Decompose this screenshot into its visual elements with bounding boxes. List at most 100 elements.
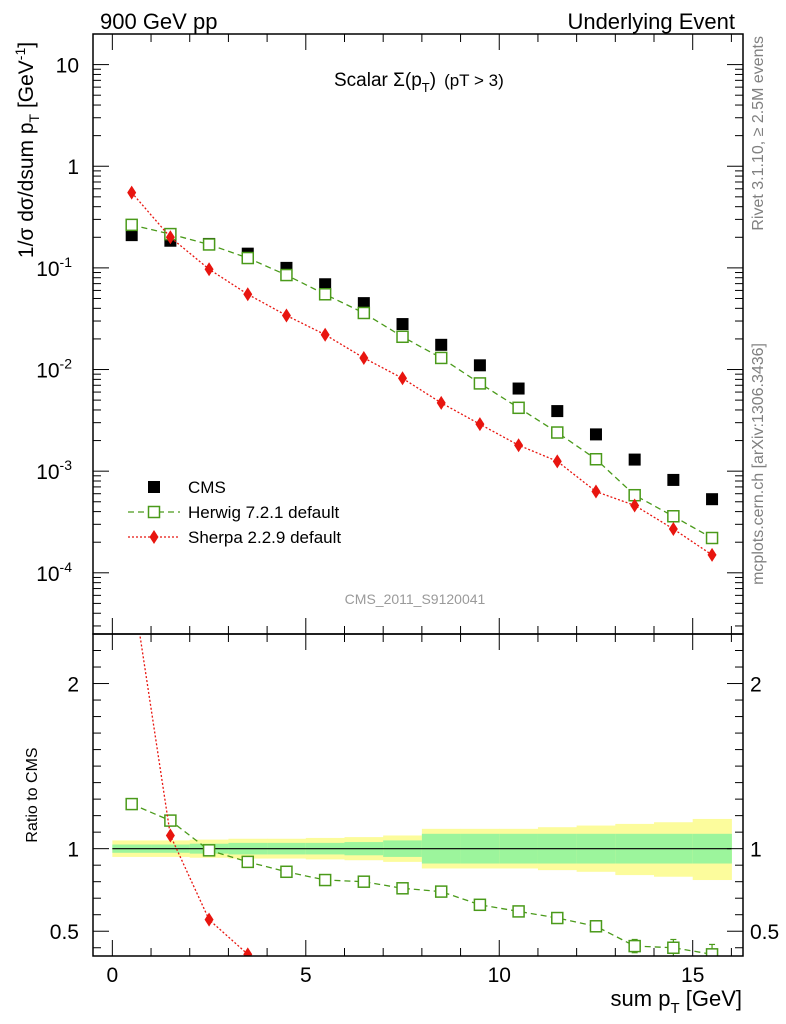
data-point: [514, 438, 524, 453]
ratio-bands: [112, 818, 732, 881]
header-left: 900 GeV pp: [100, 9, 217, 34]
ratio-point: [667, 941, 680, 954]
y-tick-label: 10-4: [36, 559, 72, 586]
ratio-tick-label-right: 2: [750, 674, 762, 697]
main-y-label: 1/σ dσ/dsum pT [GeV-1]: [12, 42, 42, 258]
data-point: [202, 238, 216, 251]
data-point: [398, 371, 408, 386]
data-point: [434, 351, 448, 365]
legend-marker: [148, 481, 160, 493]
ratio-series: [125, 574, 719, 956]
data-point: [357, 297, 370, 310]
header-right: Underlying Event: [567, 9, 735, 34]
data-point: [512, 382, 525, 395]
data-point: [165, 230, 175, 245]
data-point: [552, 454, 562, 469]
x-tick-label: 15: [681, 964, 704, 987]
analysis-watermark: CMS_2011_S9120041: [345, 591, 486, 607]
data-point: [473, 359, 486, 372]
ratio-point: [473, 898, 487, 912]
ratio-frame: [92, 633, 744, 957]
main-series: [125, 185, 719, 562]
x-axis-label: sum pT [GeV]: [611, 986, 742, 1017]
data-point: [396, 318, 409, 331]
data-point: [357, 306, 371, 320]
series-line-2: [131, 192, 713, 556]
x-tick-label: 5: [300, 964, 312, 987]
data-point: [668, 521, 678, 536]
series-line-1: [131, 224, 713, 539]
legend-label: CMS: [188, 478, 226, 497]
main-title: Scalar Σ(pT) (pT > 3): [334, 70, 504, 95]
legend-label: Herwig 7.2.1 default: [188, 503, 339, 522]
data-point: [125, 229, 138, 242]
data-point: [551, 426, 564, 439]
x-tick-label: 10: [488, 964, 511, 987]
data-point: [551, 405, 564, 418]
ratio-point: [551, 911, 564, 925]
y-tick-label: 10-1: [36, 254, 72, 281]
ratio-point: [512, 905, 525, 918]
y-tick-label: 10-3: [36, 457, 72, 484]
data-point: [473, 377, 487, 390]
ratio-point: [125, 797, 138, 811]
ratio-x-ticks: 0 5 10 15: [107, 634, 732, 987]
ratio-tick-label-right: 0.5: [750, 921, 779, 944]
data-point: [243, 287, 253, 302]
ratio-point: [164, 814, 177, 827]
data-point: [475, 417, 485, 432]
ratio-panel: 2 2 1 1 0.5 0.5 0 5 10 15 Ratio to CMS sum pT [G…: [24, 574, 779, 1017]
ratio-point: [165, 828, 175, 843]
data-point: [204, 262, 214, 277]
legend-label: Sherpa 2.2.9 default: [188, 528, 341, 547]
ratio-point: [396, 882, 409, 895]
data-point: [667, 510, 680, 523]
data-point: [512, 401, 525, 415]
ratio-point: [204, 912, 214, 927]
x-tick-label: 0: [107, 964, 119, 987]
ratio-point: [589, 920, 603, 933]
y-tick-label: 10-2: [36, 356, 72, 383]
main-panel: Scalar Σ(pT) (pT > 3) 1/σ dσ/dsum pT [GeV…: [12, 33, 744, 635]
ratio-tick-label-right: 1: [750, 839, 762, 862]
y-tick-label: 1: [67, 156, 79, 179]
data-point: [667, 473, 680, 486]
ratio-point: [434, 885, 448, 898]
legend-marker: [149, 530, 159, 544]
data-point: [628, 453, 641, 466]
ratio-point: [243, 947, 253, 956]
data-point: [127, 185, 137, 200]
ratio-point: [628, 939, 641, 953]
main-x-ticks: [111, 34, 732, 634]
main-y-ticks: 10 1 10-1 10-2 10-3 10-4: [36, 33, 743, 627]
data-point: [319, 278, 332, 291]
data-point: [281, 308, 291, 323]
data-point: [706, 493, 719, 506]
ratio-point: [127, 574, 136, 588]
data-point: [589, 428, 602, 441]
data-point: [436, 395, 446, 410]
data-point: [320, 327, 330, 342]
legend: CMS Herwig 7.2.1 default Sherpa 2.2.9 defa…: [128, 478, 341, 547]
data-point: [359, 350, 369, 365]
data-point: [591, 484, 601, 499]
mcplots-label: mcplots.cern.ch [arXiv:1306.3436]: [750, 343, 767, 585]
data-point: [241, 251, 255, 265]
data-point: [630, 498, 640, 513]
ratio-point: [705, 948, 719, 956]
data-point: [318, 288, 332, 301]
data-point: [396, 330, 409, 344]
ratio-line-1: [139, 634, 249, 955]
legend-marker: [147, 505, 161, 519]
ratio-y-label: Ratio to CMS: [24, 747, 41, 842]
data-point: [125, 218, 138, 232]
data-point: [705, 531, 719, 545]
data-point: [707, 547, 717, 562]
ratio-point: [357, 875, 371, 888]
ratio-tick-label-left: 2: [67, 674, 79, 697]
ratio-y-ticks: 2 2 1 1 0.5 0.5: [50, 633, 779, 949]
ratio-tick-label-left: 1: [67, 839, 79, 862]
ratio-point: [202, 844, 216, 857]
rivet-label: Rivet 3.1.10, ≥ 2.5M events: [750, 36, 767, 231]
